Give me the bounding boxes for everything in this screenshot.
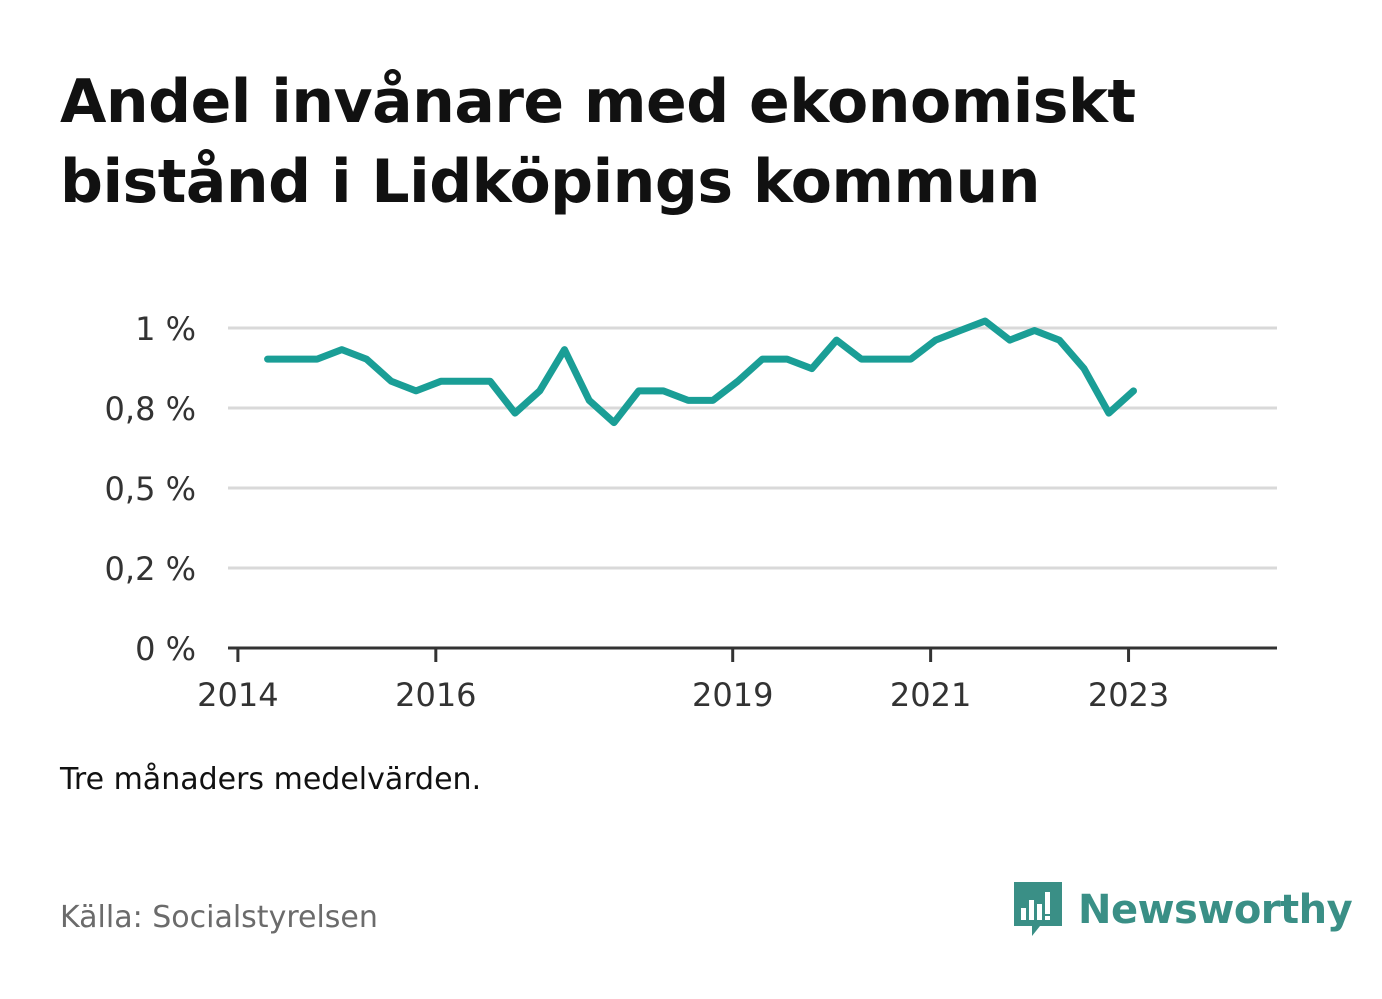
- newsworthy-logo: Newsworthy: [1010, 878, 1353, 942]
- y-tick-label: 0,8 %: [105, 390, 196, 428]
- x-tick-label: 2023: [1088, 676, 1169, 714]
- source-credit: Källa: Socialstyrelsen: [60, 900, 378, 935]
- series-layer: [264, 317, 1137, 427]
- x-tick-label: 2021: [890, 676, 971, 714]
- series-line: [264, 317, 1137, 427]
- chart-title-line-1: Andel invånare med ekonomiskt: [60, 67, 1136, 137]
- x-axis-tick-labels: 2014 2016 2019 2021 2023: [197, 676, 1169, 714]
- y-tick-label: 0,2 %: [105, 550, 196, 588]
- chart-title: Andel invånare med ekonomiskt bistånd i …: [60, 62, 1300, 222]
- chart-note: Tre månaders medelvärden.: [60, 762, 482, 797]
- chart-title-line-2: bistånd i Lidköpings kommun: [60, 147, 1040, 217]
- x-tick-label: 2019: [692, 676, 773, 714]
- x-tick-label: 2016: [395, 676, 476, 714]
- x-tick-label: 2014: [197, 676, 278, 714]
- newsworthy-logo-icon: [1014, 882, 1062, 936]
- y-tick-label: 1 %: [135, 310, 196, 348]
- x-axis: [228, 646, 1277, 662]
- brand-name: Newsworthy: [1078, 887, 1353, 933]
- y-axis-tick-labels: 0 % 0,2 % 0,5 % 0,8 % 1 %: [105, 310, 196, 668]
- y-tick-label: 0 %: [135, 630, 196, 668]
- y-tick-label: 0,5 %: [105, 470, 196, 508]
